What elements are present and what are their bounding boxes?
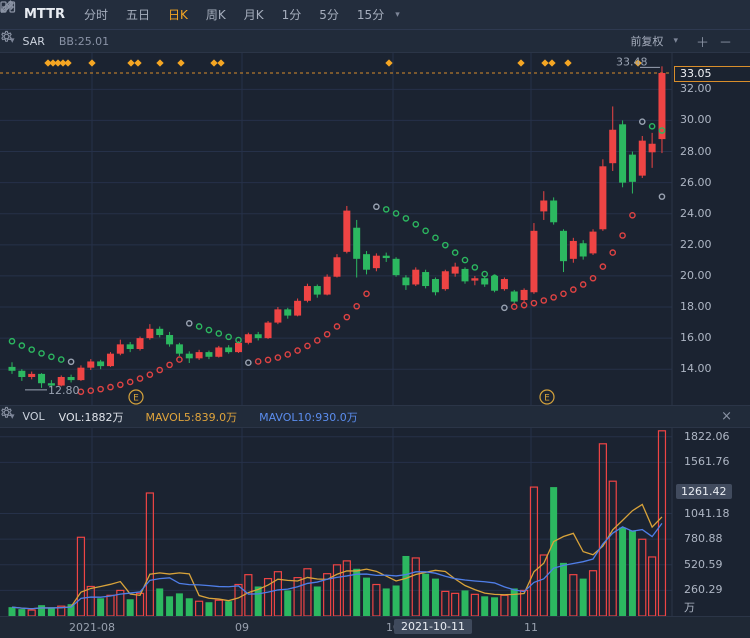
tab-1分[interactable]: 1分 — [281, 8, 302, 22]
svg-text:E: E — [544, 394, 550, 404]
high-marker-label: 33.48 — [616, 55, 648, 68]
vol-collapse-icon[interactable]: ▾ — [10, 411, 15, 422]
current-price-axis-flag: 33.05 — [674, 66, 750, 82]
chart-toolbar: MTTR 分时 五日 日K 周K 月K 1分 5分 15分 ▾ — [0, 0, 750, 30]
main-grid — [0, 53, 673, 405]
volume-unit-label: 万 — [684, 601, 695, 614]
mavol5-line — [11, 503, 663, 610]
main-indicator-bar: ▾ SAR BB:25.01 前复权 ▾ ＋ － — [0, 30, 750, 53]
vol-value: VOL:1882万 — [58, 410, 124, 424]
date-label: 2021-08 — [69, 621, 115, 634]
price-tick: 30.00 — [680, 113, 712, 127]
zoom-out-button[interactable]: － — [718, 35, 732, 51]
candlestick-chart[interactable]: 33.48 12.80 E E 32.00 30.00 28.00 26.00 24.00 22… — [0, 53, 750, 405]
svg-text:E: E — [133, 394, 139, 404]
indicator-value: BB:25.01 — [58, 34, 110, 48]
date-label: 09 — [235, 621, 249, 634]
tab-日K[interactable]: 日K — [168, 8, 188, 22]
volume-tick: 260.29 — [684, 583, 723, 597]
volume-tick: 520.59 — [684, 557, 723, 571]
price-tick: 18.00 — [680, 300, 712, 314]
vol-indicator-name[interactable]: VOL — [22, 410, 45, 423]
candles — [8, 66, 666, 388]
tab-分时[interactable]: 分时 — [83, 8, 108, 22]
more-periods-dropdown[interactable]: ▾ — [395, 9, 400, 20]
volume-tick: 1561.76 — [684, 455, 730, 469]
volume-axis-flag: 1261.42 — [676, 483, 732, 499]
volume-chart[interactable]: 1822.06 1561.76 1041.18 780.88 520.59 260.29 万 — [0, 428, 750, 616]
event-diamond-markers[interactable] — [44, 59, 642, 67]
zoom-in-button[interactable]: ＋ — [695, 35, 709, 51]
volume-indicator-bar: ▾ VOL VOL:1882万 MAVOL5:839.0万 MAVOL10:93… — [0, 405, 750, 428]
tab-月K[interactable]: 月K — [243, 8, 264, 22]
date-label: 11 — [524, 621, 538, 634]
indicator-collapse-icon[interactable]: ▾ — [10, 36, 15, 46]
date-axis: 2021-08 09 10 2021-10-11 11 — [0, 616, 750, 638]
mavol10-value: MAVOL10:930.0万 — [259, 410, 358, 424]
low-marker-label: 12.80 — [48, 384, 80, 397]
adjust-mode-select[interactable]: 前复权 — [630, 35, 664, 48]
symbol-label: MTTR — [24, 7, 65, 22]
date-label-selected: 2021-10-11 — [394, 619, 472, 634]
tab-周K[interactable]: 周K — [205, 8, 226, 22]
price-tick: 20.00 — [680, 268, 712, 282]
price-tick: 16.00 — [680, 331, 712, 345]
vol-grid — [0, 428, 673, 616]
price-tick: 28.00 — [680, 144, 712, 158]
period-tabs: 分时 五日 日K 周K 月K 1分 5分 15分 — [75, 6, 393, 23]
volume-tick: 1041.18 — [684, 506, 730, 520]
adjust-mode-caret[interactable]: ▾ — [673, 36, 678, 46]
price-tick: 32.00 — [680, 82, 712, 96]
volume-bars — [8, 430, 667, 616]
price-tick: 22.00 — [680, 237, 712, 251]
volume-tick: 780.88 — [684, 532, 723, 546]
close-indicator-icon[interactable]: × — [721, 409, 732, 424]
tab-15分[interactable]: 15分 — [356, 8, 385, 22]
tab-五日[interactable]: 五日 — [126, 8, 151, 22]
volume-tick: 1822.06 — [684, 429, 730, 443]
price-tick: 24.00 — [680, 206, 712, 220]
indicator-name[interactable]: SAR — [22, 34, 45, 48]
price-tick: 26.00 — [680, 175, 712, 189]
mavol5-value: MAVOL5:839.0万 — [145, 410, 238, 424]
sar-dots — [8, 118, 666, 396]
mavol10-line — [11, 522, 663, 610]
tab-5分[interactable]: 5分 — [319, 8, 339, 22]
price-tick: 14.00 — [680, 362, 712, 376]
